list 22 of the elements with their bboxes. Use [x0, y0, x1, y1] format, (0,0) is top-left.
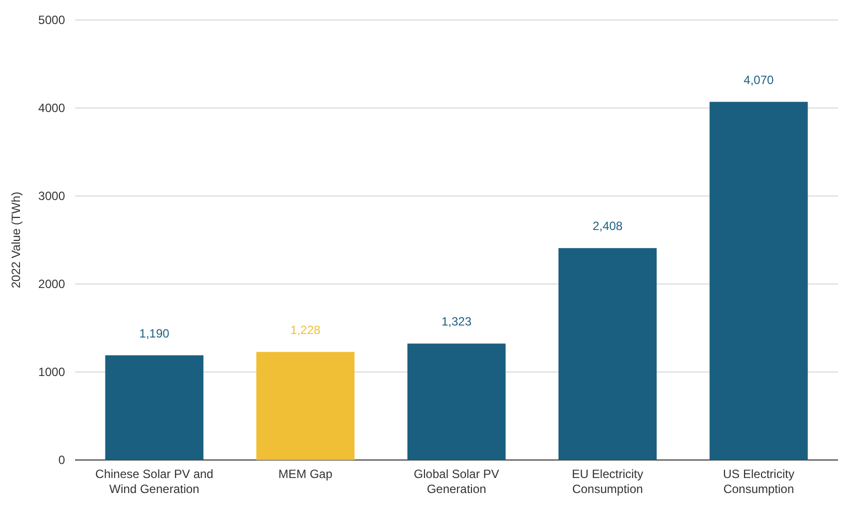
bar	[105, 355, 204, 460]
data-label: 1,228	[290, 322, 321, 337]
y-tick-label: 4000	[38, 101, 66, 116]
x-tick-label: Chinese Solar PV and Wind Generation	[95, 467, 214, 496]
y-tick-label: 3000	[38, 189, 66, 204]
bar	[558, 248, 657, 460]
x-tick-label: US Electricity Consumption	[723, 467, 794, 496]
data-label: 2,408	[592, 219, 623, 234]
data-label: 1,323	[441, 314, 472, 329]
bar	[256, 352, 355, 460]
y-tick-label: 2000	[38, 277, 66, 292]
x-tick-label: MEM Gap	[278, 467, 333, 481]
x-tick-label: EU Electricity Consumption	[572, 467, 644, 496]
y-tick-label: 1000	[38, 365, 66, 380]
data-label: 1,190	[139, 326, 170, 340]
y-tick-label: 5000	[38, 13, 66, 28]
x-tick-label: Global Solar PV Generation	[414, 467, 500, 496]
y-axis-title: 2022 Value (TWh)	[9, 192, 23, 288]
data-label: 4,070	[744, 72, 774, 87]
bar	[710, 102, 808, 460]
bar	[407, 344, 506, 460]
y-tick-label: 0	[58, 453, 66, 468]
